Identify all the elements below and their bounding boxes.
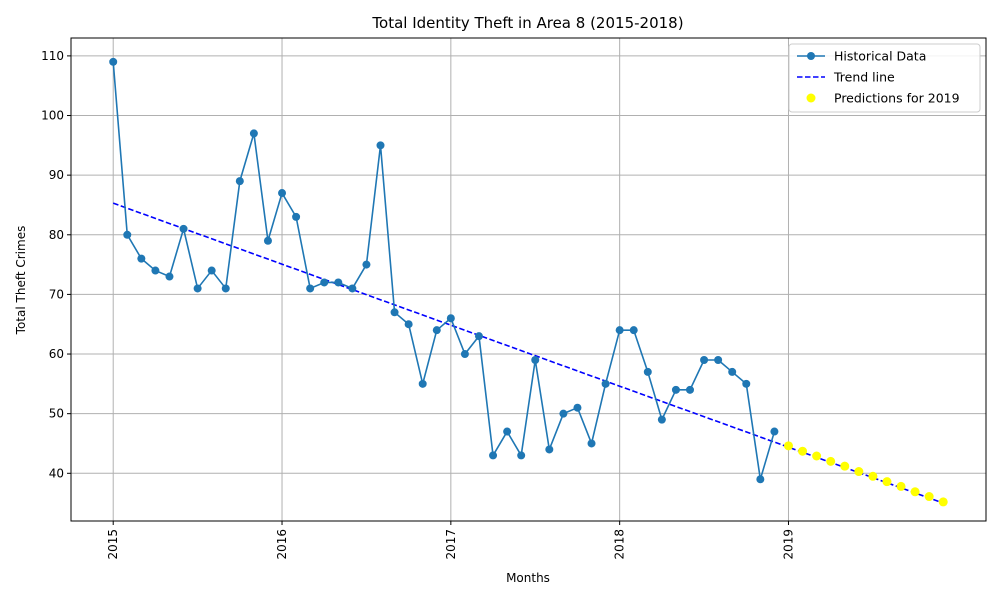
historical-point (601, 379, 610, 388)
legend-label-historical: Historical Data (834, 49, 926, 64)
x-axis-label: Months (506, 571, 550, 585)
x-tick-label: 2015 (106, 529, 120, 560)
historical-point (615, 326, 624, 335)
prediction-point (882, 477, 892, 487)
prediction-point (840, 461, 850, 471)
historical-point (306, 284, 315, 293)
historical-point (686, 385, 695, 394)
historical-point (109, 57, 118, 66)
historical-point (742, 379, 751, 388)
historical-point (629, 326, 638, 335)
x-tick-label: 2018 (613, 529, 627, 560)
historical-point (517, 451, 526, 460)
historical-series-layer (109, 57, 779, 484)
trend-line (112, 202, 944, 504)
x-tick-label: 2017 (444, 529, 458, 560)
legend-historical-marker (807, 52, 815, 60)
historical-point (362, 260, 371, 269)
historical-point (263, 236, 272, 245)
historical-point (278, 189, 287, 198)
historical-point (643, 367, 652, 376)
y-tick-label: 50 (49, 407, 64, 421)
historical-point (348, 284, 357, 293)
prediction-point (910, 487, 920, 497)
prediction-point (868, 471, 878, 481)
historical-point (460, 350, 469, 359)
prediction-point (854, 467, 864, 477)
historical-point (489, 451, 498, 460)
historical-point (700, 356, 709, 364)
prediction-point (896, 481, 906, 491)
historical-point (404, 320, 413, 329)
y-axis-label: Total Theft Crimes (14, 226, 28, 336)
historical-point (756, 475, 765, 484)
prediction-point (924, 492, 934, 502)
historical-point (531, 356, 540, 364)
y-tick-label: 90 (49, 168, 64, 182)
historical-point (474, 332, 483, 341)
historical-point (320, 278, 329, 287)
historical-point (179, 224, 188, 233)
prediction-point (938, 497, 948, 507)
historical-point (376, 141, 385, 150)
plot-frame (70, 37, 987, 522)
historical-point (728, 367, 737, 376)
legend-label-predictions: Predictions for 2019 (834, 91, 960, 106)
historical-point (714, 356, 723, 364)
y-tick-label: 70 (49, 287, 64, 301)
y-tick-label: 60 (49, 347, 64, 361)
prediction-point (798, 446, 808, 456)
legend-prediction-marker (806, 93, 816, 103)
historical-point (165, 272, 174, 281)
x-tick-label: 2016 (275, 529, 289, 560)
y-tick-label: 80 (49, 228, 64, 242)
historical-point (292, 212, 301, 221)
historical-point (657, 415, 666, 424)
legend: Historical Data Trend line Predictions f… (788, 43, 981, 113)
historical-point (193, 284, 202, 293)
historical-point (559, 409, 568, 418)
historical-point (503, 427, 512, 436)
trend-layer (112, 202, 944, 504)
prediction-series-layer (783, 441, 948, 507)
prediction-point (783, 441, 793, 451)
prediction-point (812, 451, 822, 461)
historical-point (249, 129, 258, 138)
historical-point (123, 230, 132, 239)
historical-point (235, 177, 244, 186)
historical-point (446, 314, 455, 323)
y-tick-label: 40 (49, 466, 64, 480)
historical-point (221, 284, 230, 293)
x-tick-label: 2019 (781, 529, 795, 560)
historical-point (418, 379, 427, 388)
chart-title: Total Identity Theft in Area 8 (2015-201… (371, 14, 683, 32)
prediction-point (826, 456, 836, 466)
historical-point (587, 439, 596, 448)
historical-point (137, 254, 146, 263)
historical-point (151, 266, 160, 275)
historical-point (671, 385, 680, 394)
tick-layer: 40 50 60 70 80 90 100 110 2015 2016 2017 2018 2019 (41, 49, 795, 560)
historical-point (207, 266, 216, 275)
historical-point (545, 445, 554, 454)
historical-point (770, 427, 779, 436)
historical-point (432, 326, 441, 335)
y-tick-label: 100 (41, 109, 64, 123)
historical-point (334, 278, 343, 287)
legend-box (788, 43, 981, 113)
y-tick-label: 110 (41, 49, 64, 63)
historical-point (390, 308, 399, 317)
historical-point (573, 403, 582, 412)
legend-label-trend: Trend line (833, 70, 895, 85)
